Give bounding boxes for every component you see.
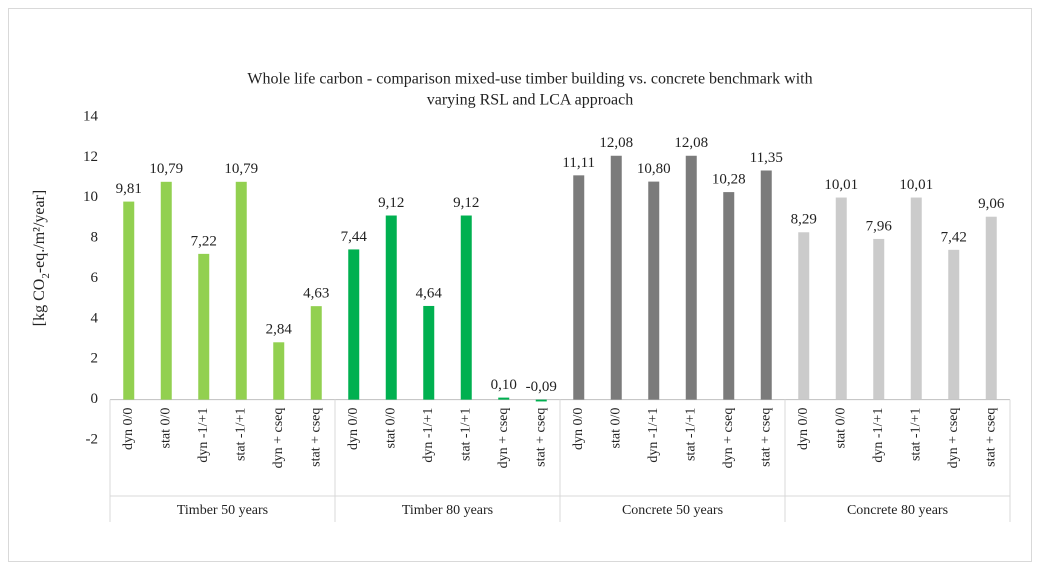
x-tick-label: stat -1/+1 xyxy=(683,408,698,461)
bar xyxy=(835,197,847,400)
bar xyxy=(273,342,285,400)
bar xyxy=(648,181,660,400)
value-label: 10,79 xyxy=(224,161,258,177)
value-label: 7,44 xyxy=(341,229,368,245)
bar xyxy=(985,216,997,400)
value-label: 4,63 xyxy=(303,286,329,302)
value-label: 0,10 xyxy=(491,377,517,393)
bar xyxy=(160,181,172,400)
value-label: 11,35 xyxy=(750,150,783,166)
group-label: Timber 80 years xyxy=(402,503,493,518)
x-tick-label: stat 0/0 xyxy=(383,408,398,449)
value-label: 10,80 xyxy=(637,161,671,177)
x-tick-label: stat + cseq xyxy=(533,408,548,467)
bar xyxy=(460,215,472,400)
y-tick-label: 4 xyxy=(91,310,99,326)
x-tick-label: stat 0/0 xyxy=(833,408,848,449)
y-axis-label-part: -eq./m²/year] xyxy=(31,190,48,273)
value-label: 7,22 xyxy=(191,233,217,249)
bar xyxy=(348,249,360,400)
x-tick-label: dyn -1/+1 xyxy=(421,408,436,463)
x-tick-label: dyn + cseq xyxy=(271,408,286,469)
group-label: Concrete 50 years xyxy=(622,503,723,518)
bar xyxy=(685,155,697,400)
bar xyxy=(798,232,810,400)
value-label: 9,12 xyxy=(378,195,404,211)
bar xyxy=(123,201,135,400)
x-tick-label: stat + cseq xyxy=(308,408,323,467)
chart-title: varying RSL and LCA approach xyxy=(427,92,633,109)
value-label: 9,06 xyxy=(978,196,1005,212)
x-tick-label: stat 0/0 xyxy=(608,408,623,449)
y-tick-label: 12 xyxy=(83,149,98,165)
value-label: 10,01 xyxy=(899,177,933,193)
group-label: Timber 50 years xyxy=(177,503,268,518)
value-label: 9,81 xyxy=(116,181,142,197)
bar xyxy=(573,175,585,400)
x-tick-label: stat -1/+1 xyxy=(908,408,923,461)
y-axis-label-part: [kg CO xyxy=(31,279,48,327)
x-tick-label: dyn -1/+1 xyxy=(871,408,886,463)
bar xyxy=(385,215,397,400)
x-tick-label: stat + cseq xyxy=(983,408,998,467)
value-label: 8,29 xyxy=(791,212,817,228)
bar xyxy=(310,306,322,400)
value-label: 12,08 xyxy=(599,135,633,151)
x-tick-label: stat + cseq xyxy=(758,408,773,467)
value-label: 10,01 xyxy=(824,177,858,193)
y-axis-label: [kg CO2-eq./m²/year] xyxy=(31,190,52,326)
bar xyxy=(235,181,247,400)
value-label: 2,84 xyxy=(266,322,293,338)
y-tick-label: 8 xyxy=(91,230,99,246)
chart-title: Whole life carbon - comparison mixed-use… xyxy=(247,71,812,88)
bar xyxy=(198,253,210,400)
value-label: 7,42 xyxy=(941,229,967,245)
bar xyxy=(423,305,435,400)
chart-frame xyxy=(8,8,1032,562)
x-tick-label: dyn 0/0 xyxy=(796,408,811,450)
x-tick-label: stat -1/+1 xyxy=(233,408,248,461)
value-label: 7,96 xyxy=(866,218,893,234)
value-label: 12,08 xyxy=(674,135,708,151)
y-tick-label: 0 xyxy=(91,391,99,407)
y-tick-label: 6 xyxy=(91,270,99,286)
bar xyxy=(498,397,510,400)
bar xyxy=(948,249,960,400)
x-tick-label: dyn + cseq xyxy=(721,408,736,469)
bar xyxy=(873,238,885,400)
bar xyxy=(723,192,735,400)
value-label: 9,12 xyxy=(453,195,479,211)
y-tick-label: 2 xyxy=(91,351,99,367)
x-tick-label: stat -1/+1 xyxy=(458,408,473,461)
bar xyxy=(535,399,547,402)
y-tick-label: -2 xyxy=(86,431,99,447)
group-label: Concrete 80 years xyxy=(847,503,948,518)
y-axis-label-part: 2 xyxy=(40,273,52,279)
value-label: 4,64 xyxy=(416,285,443,301)
bar xyxy=(610,155,622,400)
value-label: 11,11 xyxy=(562,155,595,171)
x-tick-label: dyn + cseq xyxy=(946,408,961,469)
x-tick-label: stat 0/0 xyxy=(158,408,173,449)
x-tick-label: dyn -1/+1 xyxy=(646,408,661,463)
value-label: 10,79 xyxy=(149,161,183,177)
x-tick-label: dyn -1/+1 xyxy=(196,408,211,463)
x-tick-label: dyn 0/0 xyxy=(571,408,586,450)
bar xyxy=(910,197,922,400)
y-tick-label: 14 xyxy=(83,108,99,124)
bar xyxy=(760,170,772,400)
x-tick-label: dyn 0/0 xyxy=(121,408,136,450)
value-label: -0,09 xyxy=(526,379,557,395)
y-tick-label: 10 xyxy=(83,189,98,205)
value-label: 10,28 xyxy=(712,172,746,188)
x-tick-label: dyn + cseq xyxy=(496,408,511,469)
x-tick-label: dyn 0/0 xyxy=(346,408,361,450)
